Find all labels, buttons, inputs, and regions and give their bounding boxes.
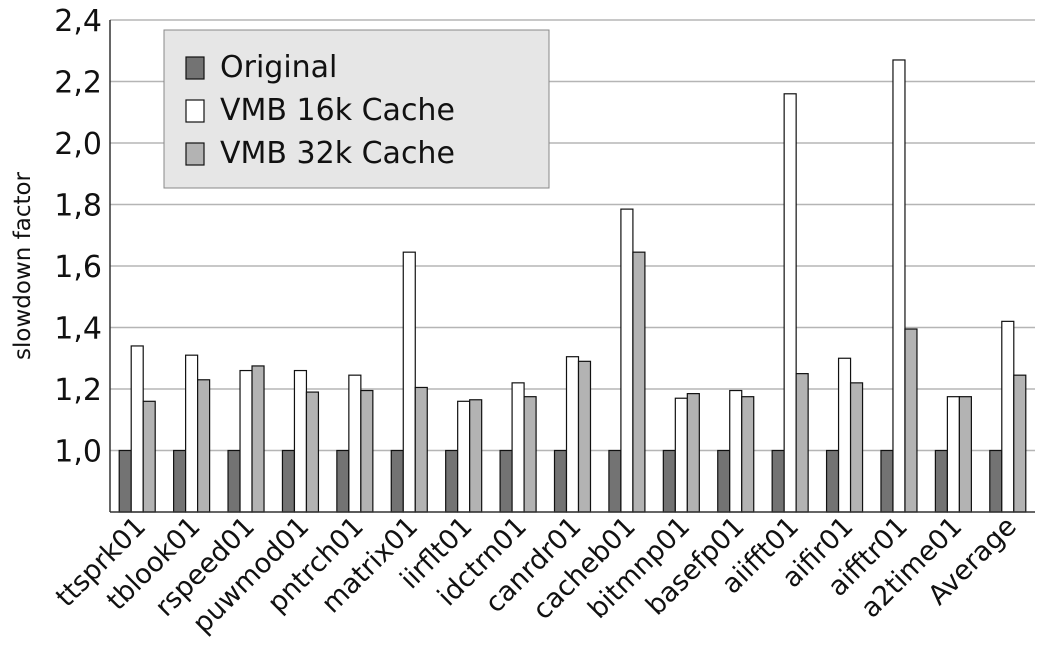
bar-original [445,449,459,513]
y-tick-labels: 1,0 1,2 1,4 1,6 1,8 2,0 2,2 2,4 [54,4,102,470]
bar-vmb-16k-cache [239,369,253,513]
bar-vmb-32k-cache [469,399,483,513]
y-tick-label: 1,4 [54,312,102,347]
bar-vmb-32k-cache [197,379,211,513]
bar-vmb-32k-cache [360,389,374,513]
legend: Original VMB 16k Cache VMB 32k Cache [163,29,550,189]
bars [118,59,1027,513]
bar-vmb-32k-cache [849,382,864,513]
legend-swatch-vmb-16k-cache [185,99,205,123]
bar-vmb-32k-cache [414,386,428,513]
bar-original [771,449,785,513]
bar-vmb-16k-cache [185,354,199,513]
bar-original [390,449,404,513]
bar-original [934,449,948,513]
bar-vmb-16k-cache [837,357,852,513]
bar-vmb-16k-cache [402,251,416,513]
bar-vmb-16k-cache [729,389,743,513]
bar-vmb-16k-cache [565,356,580,513]
y-axis-title: slowdown factor [10,171,36,360]
legend-label: VMB 16k Cache [220,93,455,128]
bar-vmb-16k-cache [946,396,960,513]
bar-original [118,449,132,513]
bar-vmb-32k-cache [142,400,156,513]
bar-vmb-32k-cache [1013,374,1027,513]
bar-vmb-16k-cache [511,382,525,513]
bar-vmb-32k-cache [251,365,265,513]
bar-vmb-16k-cache [1001,320,1015,513]
bar-vmb-32k-cache [577,360,592,513]
legend-label: Original [220,50,337,85]
bar-original [336,449,350,513]
bar-original [281,449,296,513]
bar-original [717,449,731,513]
bar-vmb-32k-cache [523,396,537,513]
y-tick-label: 1,8 [54,189,102,224]
legend-box [163,29,550,189]
bar-original [880,449,894,513]
bar-original [173,449,187,513]
bar-vmb-32k-cache [305,391,320,513]
bar-vmb-32k-cache [958,396,972,513]
bar-vmb-16k-cache [892,59,906,513]
bar-vmb-16k-cache [620,208,634,513]
bar-original [227,449,241,513]
bar-original [662,449,676,513]
legend-swatch-original [185,56,205,80]
bar-vmb-32k-cache [795,373,809,513]
bar-vmb-16k-cache [783,93,797,513]
legend-label: VMB 32k Cache [220,136,455,171]
bar-vmb-16k-cache [293,369,308,513]
bar-original [608,449,622,513]
bar-vmb-16k-cache [348,374,362,513]
bar-vmb-16k-cache [457,400,471,513]
y-tick-label: 2,2 [54,66,102,101]
y-tick-label: 1,0 [54,435,102,470]
y-tick-label: 2,4 [54,4,102,39]
x-tick-labels: ttsprk01tblook01rspeed01puwmod01pntrch01… [50,511,1023,639]
bar-original [989,449,1003,513]
bar-vmb-16k-cache [130,345,144,513]
bar-original [499,449,513,513]
axes [109,20,1035,513]
bar-vmb-32k-cache [686,393,700,513]
y-tick-label: 1,2 [54,373,102,408]
legend-swatch-vmb-32k-cache [185,142,205,166]
bar-vmb-32k-cache [904,328,918,513]
bar-vmb-16k-cache [674,397,688,513]
bar-vmb-32k-cache [741,396,755,513]
y-tick-label: 2,0 [54,127,102,162]
bar-vmb-32k-cache [632,251,646,513]
bar-original [553,449,568,513]
y-tick-label: 1,6 [54,250,102,285]
bar-original [825,449,840,513]
